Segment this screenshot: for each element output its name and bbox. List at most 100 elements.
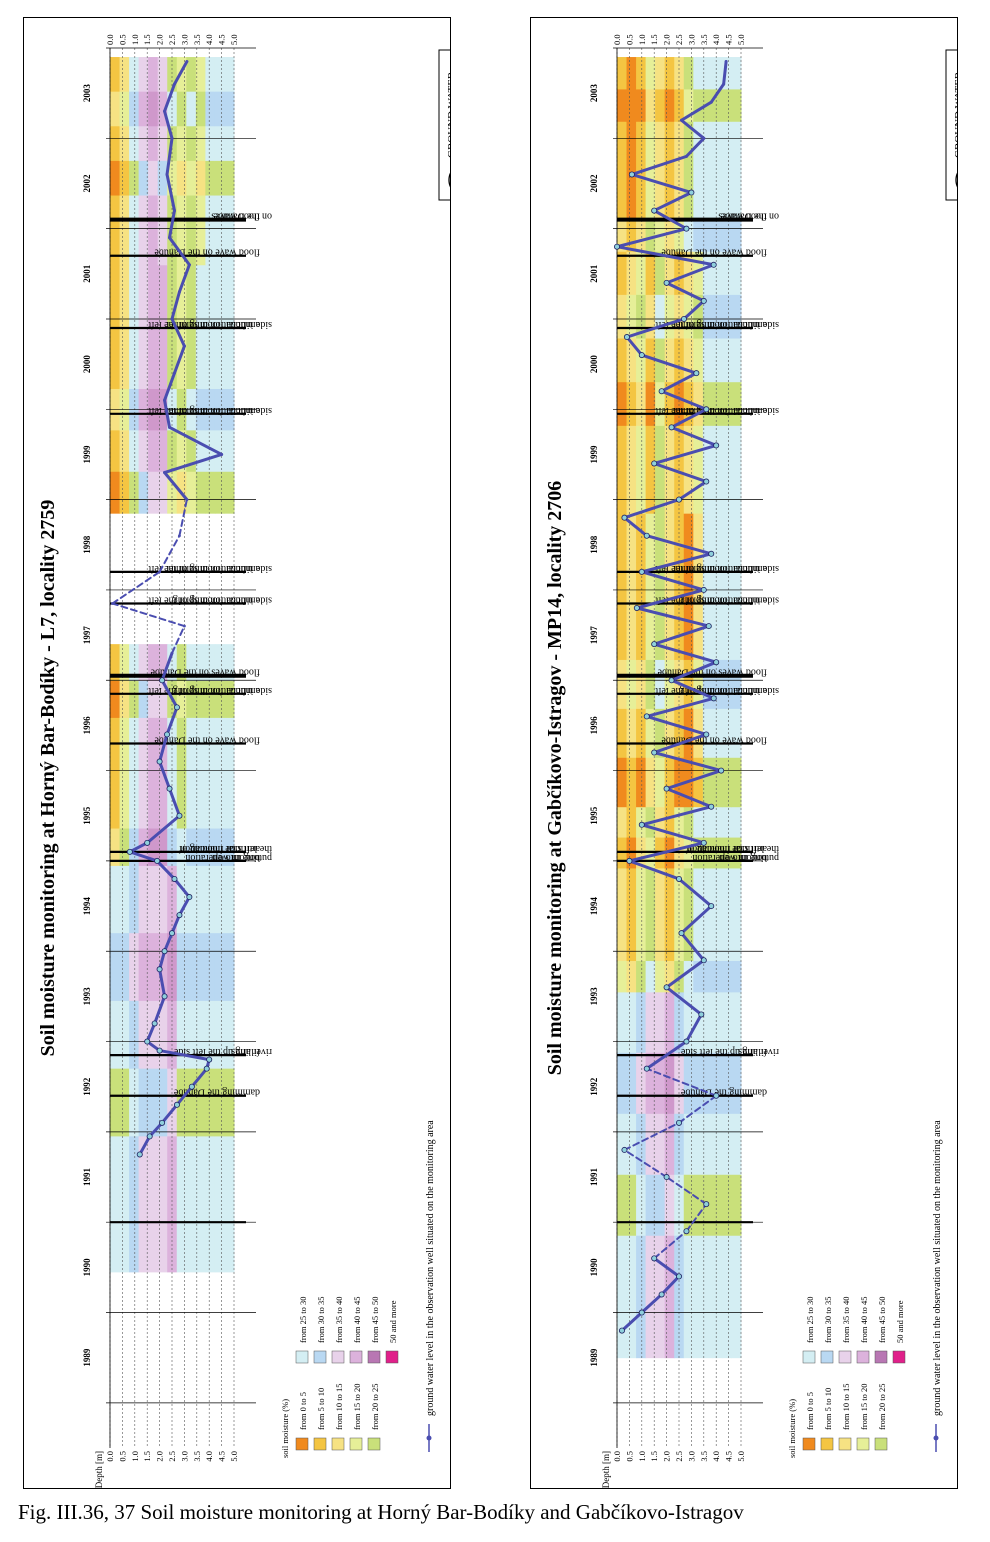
moisture-cell: [214, 644, 225, 682]
moisture-cell: [693, 961, 704, 993]
moisture-cell: [138, 933, 149, 1002]
moisture-cell: [617, 513, 628, 563]
moisture-cell: [224, 57, 235, 93]
moisture-cell: [626, 611, 637, 661]
depth-tick-label-bottom: 2.5: [167, 1451, 177, 1462]
moisture-cell: [129, 644, 140, 682]
moisture-cell: [674, 757, 685, 808]
depth-tick-label-top: 2.5: [674, 34, 684, 45]
moisture-cell: [655, 57, 666, 90]
gwl-segment: [138, 1134, 152, 1156]
gwl-point: [163, 398, 166, 402]
depth-tick-label-top: 2.5: [167, 34, 177, 45]
year-label: 1990: [82, 1258, 92, 1277]
moisture-cell: [186, 644, 197, 682]
moisture-cell: [664, 1235, 675, 1298]
moisture-cell: [721, 1113, 732, 1176]
depth-tick-label-top: 1.0: [637, 34, 647, 45]
gwl-segment: [171, 625, 186, 655]
gwl-point: [176, 812, 183, 819]
gwl-point: [675, 875, 682, 882]
gwl-point: [680, 315, 687, 322]
moisture-cell: [683, 382, 694, 427]
moisture-cell: [645, 294, 656, 340]
moisture-cell: [205, 195, 216, 231]
moisture-cell: [721, 961, 732, 993]
event-label: bottom weir: [211, 852, 260, 863]
gwl-point: [173, 1101, 180, 1108]
gwl-point: [185, 498, 189, 502]
moisture-cell: [138, 1068, 149, 1137]
depth-tick-label-top: 3.5: [699, 34, 709, 45]
moisture-cell: [712, 961, 723, 993]
gwl-segment: [168, 236, 191, 267]
moisture-cell: [119, 57, 130, 93]
year-label: 1989: [82, 1348, 92, 1367]
moisture-cell: [645, 1235, 656, 1298]
gwl-segment: [190, 1067, 209, 1089]
moisture-cell: [205, 1136, 216, 1205]
gwl-point: [643, 1065, 650, 1072]
moisture-cell: [205, 1000, 216, 1070]
depth-tick-label-top: 4.0: [711, 34, 721, 45]
gwl-point: [700, 297, 707, 304]
moisture-cell: [214, 828, 225, 866]
moisture-cell: [148, 160, 159, 197]
moisture-cell: [712, 1174, 723, 1237]
moisture-cell: [205, 681, 216, 719]
gwl-point: [675, 1119, 682, 1126]
moisture-cell: [645, 469, 656, 514]
legend-item-label: from 25 to 30: [805, 1296, 815, 1343]
moisture-cell: [138, 264, 149, 307]
gwl-point: [709, 100, 713, 104]
moisture-cell: [617, 562, 628, 612]
year-label: 1994: [82, 897, 92, 916]
moisture-cell: [731, 708, 742, 759]
moisture-cell: [617, 806, 628, 839]
legend-item-label: from 0 to 5: [298, 1392, 308, 1430]
depth-tick-label-top: 0.0: [105, 34, 115, 45]
gwl-segment: [670, 425, 718, 447]
gwl-point: [136, 1151, 143, 1158]
moisture-cell: [176, 1136, 187, 1205]
event-label: damming the Danube: [680, 1087, 767, 1098]
gwl-segment: [665, 787, 713, 809]
moisture-cell: [119, 865, 130, 934]
moisture-cell: [626, 659, 637, 710]
moisture-cell: [138, 91, 149, 127]
moisture-cell: [626, 513, 637, 563]
moisture-cell: [712, 294, 723, 340]
moisture-cell: [148, 828, 159, 866]
moisture-cell: [205, 933, 216, 1002]
moisture-cell: [674, 806, 685, 839]
depth-tick-label-bottom: 1.0: [637, 1451, 647, 1462]
gwl-point: [178, 290, 181, 294]
moisture-cell: [110, 717, 121, 756]
moisture-cell: [157, 57, 168, 93]
moisture-cell: [655, 1052, 666, 1115]
moisture-cell: [176, 933, 187, 1002]
moisture-cell: [148, 1204, 159, 1273]
event-label: artificial flooding of: [685, 843, 767, 854]
depth-tick-label-top: 3.0: [686, 34, 696, 45]
moisture-cell: [664, 513, 675, 563]
moisture-cell: [712, 757, 723, 808]
legend-swatch: [820, 1437, 834, 1451]
moisture-cell: [721, 338, 732, 383]
depth-tick-label-top: 2.0: [155, 34, 165, 45]
moisture-cell: [195, 865, 206, 934]
moisture-cell: [712, 930, 723, 962]
moisture-cell: [186, 754, 197, 793]
depth-tick-label-bottom: 2.0: [155, 1451, 165, 1462]
legend-gwl-label: ground water level in the observation we…: [425, 1120, 436, 1416]
gwl-point: [621, 1146, 628, 1153]
gwl-point: [156, 758, 163, 765]
gwl-point: [161, 948, 168, 955]
year-label: 1994: [589, 897, 599, 916]
gwl-point: [186, 894, 193, 901]
moisture-cell: [138, 865, 149, 934]
moisture-cell: [683, 338, 694, 383]
chart-title: Soil moisture monitoring at Horný Bar-Bo…: [37, 500, 59, 1057]
moisture-cell: [157, 230, 168, 266]
moisture-cell: [129, 57, 140, 93]
